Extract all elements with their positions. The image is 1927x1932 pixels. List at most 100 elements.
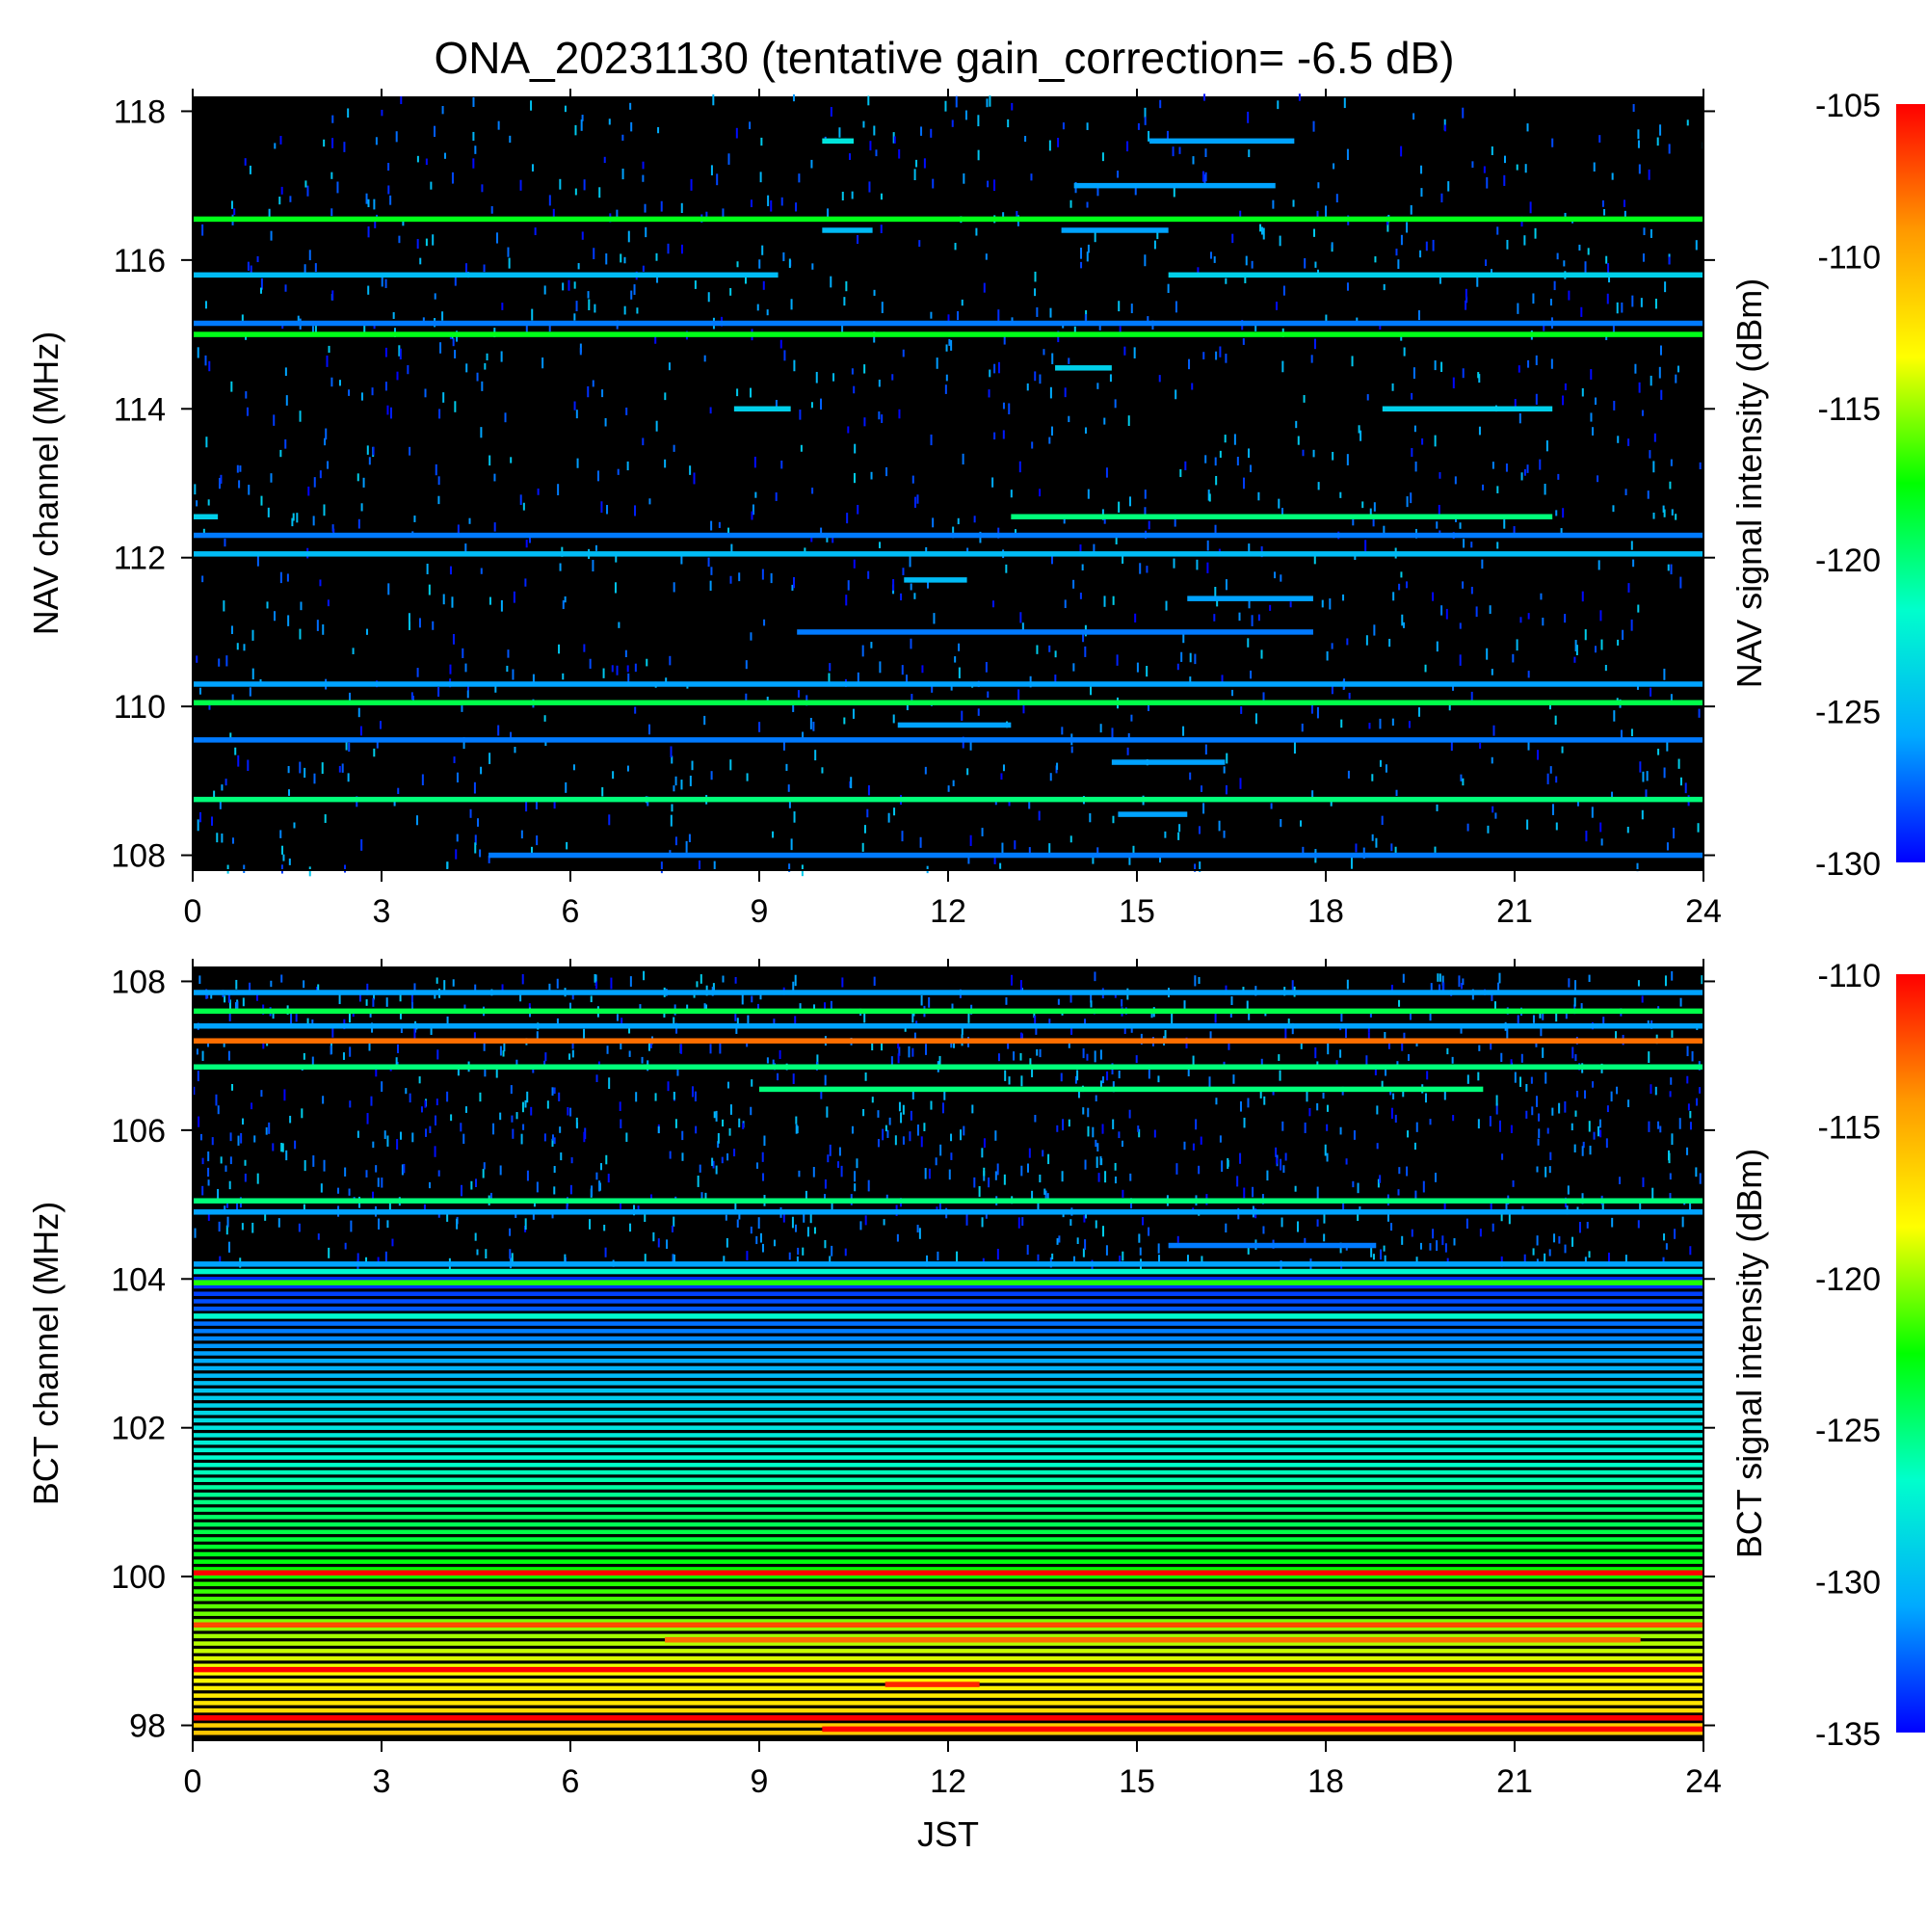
heatmap-speckle — [1148, 701, 1150, 711]
heatmap-speckle — [251, 629, 254, 641]
heatmap-gradient-row — [193, 1463, 1703, 1468]
heatmap-speckle — [1459, 654, 1462, 666]
heatmap-speckle — [1252, 1186, 1254, 1198]
heatmap-speckle — [1073, 326, 1076, 334]
heatmap-speckle — [504, 412, 507, 423]
heatmap-speckle — [816, 1054, 819, 1067]
heatmap-speckle — [873, 125, 876, 136]
heatmap-speckle — [219, 1256, 222, 1265]
heatmap-speckle — [332, 528, 335, 536]
heatmap-speckle — [1376, 1105, 1379, 1115]
heatmap-speckle — [787, 784, 790, 792]
heatmap-speckle — [396, 1139, 399, 1151]
heatmap-speckle — [1470, 542, 1473, 548]
heatmap-speckle — [1398, 999, 1401, 1007]
heatmap-gradient-row — [193, 1723, 1703, 1728]
heatmap-speckle — [766, 1057, 769, 1064]
heatmap-speckle — [1491, 756, 1493, 764]
heatmap-speckle — [859, 1221, 862, 1231]
heatmap-speckle — [476, 1249, 479, 1256]
heatmap-speckle — [628, 1025, 631, 1034]
heatmap-speckle — [1663, 767, 1666, 779]
heatmap-speckle — [991, 477, 994, 488]
heatmap-speckle — [1489, 605, 1491, 615]
heatmap-speckle — [251, 1222, 254, 1233]
heatmap-speckle — [238, 480, 241, 489]
heatmap-speckle — [704, 1192, 707, 1203]
heatmap-speckle — [1202, 803, 1205, 814]
heatmap-speckle — [1010, 490, 1013, 498]
heatmap-speckle — [1654, 298, 1657, 309]
heatmap-speckle — [1490, 1199, 1492, 1210]
heatmap-speckle — [1478, 374, 1481, 384]
heatmap-speckle — [1317, 182, 1320, 189]
heatmap-speckle — [446, 1211, 449, 1222]
heatmap-speckle — [782, 1212, 785, 1223]
heatmap-speckle — [409, 446, 411, 456]
heatmap-speckle — [228, 1180, 231, 1190]
heatmap-speckle — [1007, 119, 1010, 128]
heatmap-speckle — [1051, 353, 1054, 364]
heatmap-speckle — [256, 1173, 259, 1184]
heatmap-speckle — [867, 1179, 870, 1192]
heatmap-speckle — [359, 726, 362, 736]
heatmap-speckle — [1057, 998, 1060, 1005]
heatmap-speckle — [1221, 675, 1224, 685]
heatmap-speckle — [356, 1130, 359, 1138]
heatmap-gradient-row — [193, 1440, 1703, 1445]
heatmap-speckle — [366, 983, 369, 995]
heatmap-speckle — [707, 557, 710, 568]
heatmap-speckle — [1269, 604, 1272, 611]
heatmap-speckle — [815, 371, 818, 384]
heatmap-speckle — [488, 855, 490, 863]
heatmap-speckle — [911, 694, 913, 701]
heatmap-speckle — [1048, 140, 1051, 151]
heatmap-speckle — [1465, 296, 1468, 304]
heatmap-speckle — [1494, 812, 1497, 819]
heatmap-speckle — [1204, 744, 1207, 755]
y-tick-label: 108 — [111, 838, 166, 875]
heatmap-speckle — [515, 1112, 518, 1120]
heatmap-band — [193, 681, 1703, 687]
heatmap-speckle — [479, 1092, 482, 1102]
heatmap-speckle — [484, 362, 487, 370]
heatmap-speckle — [1624, 489, 1627, 495]
heatmap-speckle — [1671, 1133, 1674, 1146]
heatmap-speckle — [1574, 1110, 1577, 1117]
heatmap-speckle — [1406, 496, 1409, 508]
heatmap-speckle — [1630, 541, 1633, 550]
heatmap-speckle — [782, 740, 785, 751]
heatmap-speckle — [306, 1018, 309, 1028]
heatmap-speckle — [1434, 435, 1437, 447]
heatmap-speckle — [297, 315, 300, 324]
heatmap-speckle — [260, 278, 263, 290]
heatmap-speckle — [1323, 1233, 1326, 1242]
heatmap-speckle — [408, 613, 410, 623]
heatmap-speckle — [453, 756, 456, 763]
heatmap-speckle — [1463, 539, 1465, 548]
heatmap-speckle — [289, 196, 292, 202]
heatmap-speckle — [913, 169, 916, 180]
heatmap-speckle — [647, 1041, 650, 1051]
heatmap-speckle — [1034, 1016, 1037, 1027]
heatmap-speckle — [827, 208, 830, 219]
heatmap-speckle — [1406, 1166, 1409, 1177]
heatmap-speckle — [981, 828, 984, 836]
heatmap-speckle — [1429, 1243, 1432, 1251]
heatmap-speckle — [1557, 473, 1560, 480]
heatmap-speckle — [328, 345, 330, 354]
heatmap-speckle — [951, 1003, 954, 1013]
heatmap-speckle — [562, 282, 565, 291]
heatmap-speckle — [703, 1003, 706, 1012]
heatmap-speckle — [253, 1135, 256, 1143]
heatmap-speckle — [572, 764, 575, 771]
heatmap-speckle — [871, 1097, 874, 1103]
heatmap-speckle — [1314, 261, 1317, 268]
heatmap-speckle — [194, 1228, 197, 1238]
heatmap-speckle — [871, 1043, 874, 1051]
heatmap-speckle — [1357, 1182, 1359, 1194]
heatmap-speckle — [1099, 1080, 1102, 1091]
heatmap-speckle — [1007, 1041, 1010, 1049]
heatmap-speckle — [1549, 299, 1552, 306]
heatmap-speckle — [202, 528, 205, 535]
